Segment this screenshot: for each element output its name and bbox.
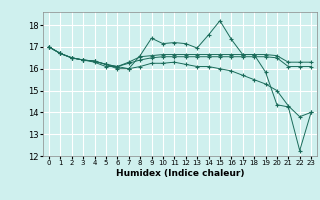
X-axis label: Humidex (Indice chaleur): Humidex (Indice chaleur) <box>116 169 244 178</box>
